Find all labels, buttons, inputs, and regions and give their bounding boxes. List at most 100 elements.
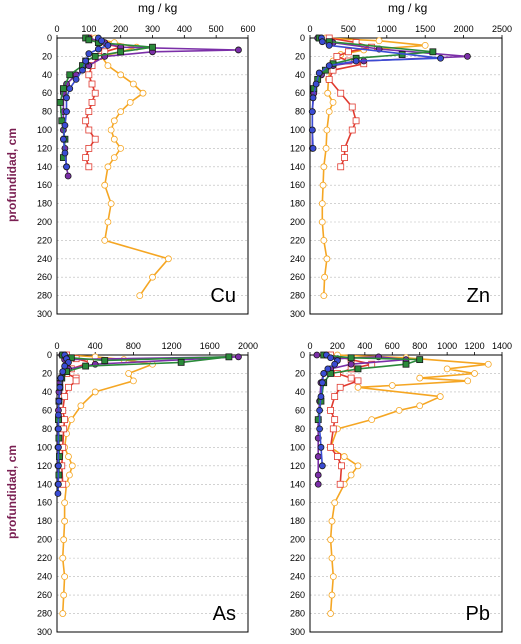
- y-tick-label: 60: [295, 405, 305, 415]
- y-tick-label: 120: [290, 143, 305, 153]
- data-point: [328, 591, 336, 599]
- y-axis-label-bottom: profundidad, cm: [5, 445, 19, 539]
- y-tick-label: 20: [295, 368, 305, 378]
- data-point: [107, 200, 115, 208]
- data-point: [354, 462, 362, 470]
- series-5: [54, 351, 72, 497]
- data-point: [333, 53, 341, 60]
- y-tick-label: 240: [290, 572, 305, 582]
- data-point: [88, 80, 96, 88]
- y-tick-label: 20: [42, 51, 52, 61]
- data-point: [315, 69, 323, 77]
- data-point: [61, 362, 69, 370]
- data-point: [55, 411, 62, 419]
- data-point: [328, 517, 336, 525]
- data-point: [348, 103, 356, 111]
- data-point: [464, 53, 471, 60]
- x-tick-label: 1200: [465, 341, 485, 351]
- y-tick-label: 60: [42, 405, 52, 415]
- data-point: [347, 354, 355, 362]
- y-tick-label: 0: [300, 33, 305, 43]
- panel-as: 0 20 40 60 80 100 120 140 160 180 200 220 240 260 280 3…: [37, 341, 258, 637]
- x-tick-label: 1600: [200, 341, 220, 351]
- data-point: [402, 360, 410, 368]
- data-point: [55, 397, 63, 405]
- data-point: [318, 462, 326, 470]
- y-tick-label: 240: [37, 254, 52, 264]
- data-point: [416, 402, 424, 410]
- data-point: [59, 554, 67, 562]
- data-point: [375, 37, 383, 45]
- y-tick-label: 140: [37, 479, 52, 489]
- data-point: [329, 425, 337, 433]
- data-point: [61, 122, 69, 129]
- data-point: [149, 43, 156, 51]
- data-point: [352, 117, 360, 125]
- data-point: [318, 218, 326, 226]
- x-tick-label: 2000: [454, 24, 474, 34]
- y-tick-label: 160: [290, 180, 305, 190]
- panel-cu: 0 20 40 60 80 100 120 140 160 180 200 220 240 260 280 3…: [37, 24, 256, 319]
- data-point: [85, 71, 93, 79]
- data-point: [317, 443, 325, 451]
- y-tick-label: 60: [42, 88, 52, 98]
- element-label-zn: Zn: [467, 285, 490, 307]
- data-point: [331, 499, 339, 507]
- data-point: [319, 181, 327, 189]
- y-tick-label: 140: [290, 162, 305, 172]
- data-point: [320, 370, 328, 377]
- y-tick-label: 220: [290, 235, 305, 245]
- data-point: [317, 393, 325, 400]
- y-tick-label: 280: [290, 609, 305, 619]
- y-tick-label: 60: [295, 88, 305, 98]
- data-point: [329, 573, 337, 580]
- series-line: [57, 354, 230, 476]
- y-tick-label: 260: [290, 272, 305, 282]
- y-tick-label: 180: [37, 516, 52, 526]
- y-tick-label: 100: [37, 125, 52, 135]
- data-point: [91, 135, 99, 143]
- data-point: [443, 365, 451, 373]
- data-point: [61, 499, 69, 507]
- data-point: [344, 48, 352, 56]
- data-point: [117, 71, 125, 79]
- data-point: [56, 99, 64, 106]
- x-tick-label: 1200: [162, 341, 182, 351]
- data-point: [101, 357, 109, 364]
- data-point: [129, 80, 137, 88]
- data-point: [55, 443, 62, 451]
- data-point: [395, 406, 403, 414]
- element-label-as: As: [213, 603, 236, 625]
- data-point: [340, 453, 348, 460]
- x-tick-label: 500: [209, 24, 224, 34]
- data-point: [91, 388, 99, 396]
- data-point: [82, 154, 90, 162]
- data-point: [323, 255, 331, 263]
- data-point: [331, 360, 339, 368]
- series-line: [57, 354, 240, 485]
- y-tick-label: 260: [37, 272, 52, 282]
- data-point: [328, 554, 336, 562]
- element-label-cu: Cu: [210, 285, 236, 307]
- y-tick-label: 160: [37, 180, 52, 190]
- y-tick-label: 120: [37, 461, 52, 471]
- series-line: [61, 354, 154, 614]
- panel-pb: 0 20 40 60 80 100 120 140 160 180 200 220 240 260 280 3…: [290, 341, 512, 637]
- data-point: [61, 416, 69, 424]
- y-tick-label: 220: [37, 235, 52, 245]
- data-point: [314, 480, 322, 488]
- data-point: [79, 66, 86, 74]
- data-point: [368, 416, 376, 424]
- data-point: [59, 85, 67, 92]
- x-tick-label: 800: [412, 341, 427, 351]
- y-tick-label: 80: [42, 424, 52, 434]
- data-point: [320, 292, 328, 300]
- data-point: [77, 402, 85, 410]
- data-point: [61, 573, 69, 580]
- x-tick-label: 0: [54, 341, 59, 351]
- x-tick-label: 500: [341, 24, 356, 34]
- data-point: [347, 360, 355, 368]
- data-point: [308, 108, 316, 115]
- data-point: [325, 76, 333, 83]
- y-tick-label: 220: [290, 553, 305, 563]
